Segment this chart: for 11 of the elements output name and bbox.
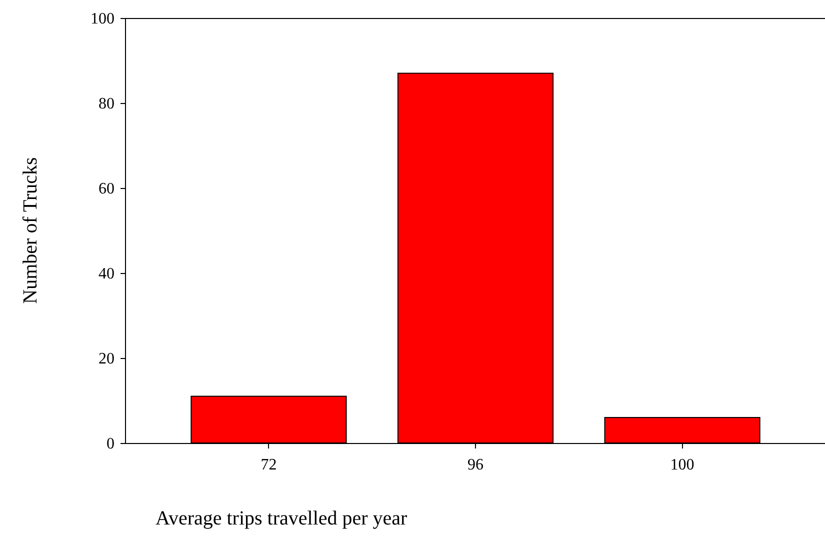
x-tick-label: 72 (260, 456, 277, 474)
y-axis-title: Number of Trucks (20, 156, 42, 304)
x-tick-label: 100 (670, 456, 694, 474)
y-tick-label: 0 (106, 436, 114, 452)
y-tick-label: 60 (98, 180, 114, 198)
y-tick-label: 40 (98, 266, 114, 282)
y-tick-label: 20 (98, 350, 114, 368)
x-tick-label: 96 (468, 456, 484, 474)
x-axis-title: Average trips travelled per year (156, 508, 408, 530)
y-tick-label: 80 (98, 96, 114, 112)
y-tick-label: 100 (90, 10, 114, 28)
